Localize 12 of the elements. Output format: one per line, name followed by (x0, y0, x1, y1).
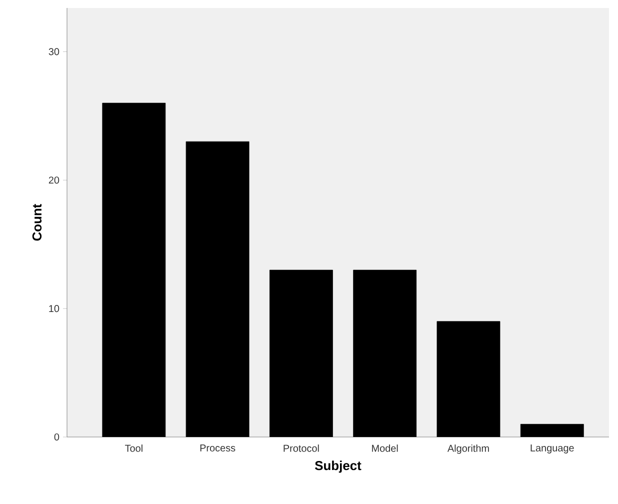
y-tick-label: 10 (49, 305, 60, 312)
x-tick-label: Tool (124, 444, 142, 452)
x-tick-label: Process (200, 444, 236, 452)
y-tick-label: 20 (48, 176, 60, 184)
x-tick-label: Model (372, 444, 398, 452)
x-tick-label: Protocol (284, 444, 319, 452)
y-axis-title: Count (32, 204, 42, 241)
y-tick-label: 30 (48, 48, 60, 56)
x-tick-label: Algorithm (447, 444, 489, 454)
y-tick-label: 0 (54, 433, 60, 441)
x-tick-label: Language (530, 444, 574, 454)
x-axis-title: Subject (314, 460, 362, 473)
